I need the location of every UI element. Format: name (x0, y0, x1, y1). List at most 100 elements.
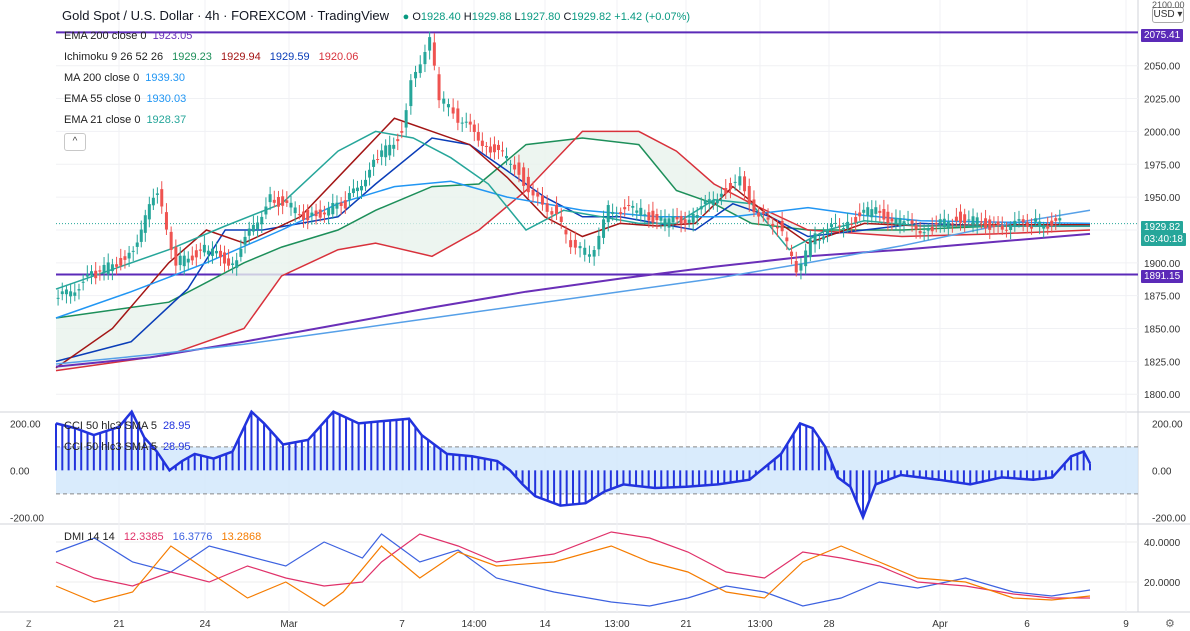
candle-body (1050, 220, 1054, 226)
candle-body (388, 144, 392, 156)
candle-body (331, 202, 335, 215)
candle-body (834, 222, 838, 224)
candle-body (719, 193, 723, 197)
candle-body (1046, 225, 1050, 229)
candle-body (583, 247, 587, 255)
candle-body (60, 291, 64, 295)
candle-body (256, 222, 260, 230)
candle-body (992, 224, 996, 228)
candle-body (272, 199, 276, 203)
series-line (55, 180, 1091, 319)
candle-body (830, 224, 833, 228)
candle-body (894, 218, 898, 225)
candle-body (488, 146, 492, 153)
candle-body (573, 239, 577, 248)
candle-body (293, 207, 297, 214)
candle-body (817, 239, 821, 241)
legend-ema200[interactable]: EMA 200 close 0 1923.05 (64, 30, 193, 42)
candle-body (683, 219, 687, 224)
candle-body (850, 223, 854, 225)
candle-body (874, 207, 878, 214)
last-price-tag: 1929.82 (1141, 221, 1184, 234)
candle-body (667, 218, 671, 228)
candle-body (169, 231, 173, 251)
candle-body (771, 223, 775, 226)
currency-selector[interactable]: USD ▾ (1152, 7, 1184, 23)
price-pane[interactable] (55, 31, 1138, 372)
cci-pane[interactable] (55, 409, 1138, 521)
candle-body (210, 248, 214, 256)
candle-body (854, 217, 858, 223)
symbol-title[interactable]: Gold Spot / U.S. Dollar · 4h · FOREXCOM … (62, 8, 390, 23)
x-tick-label: Apr (932, 619, 948, 630)
y-tick-label: 1850.00 (1144, 325, 1181, 336)
candle-body (198, 249, 202, 251)
candle-body (235, 260, 239, 268)
candle-body (285, 200, 289, 203)
candle-body (364, 179, 368, 187)
dmi-line (55, 545, 1091, 607)
candle-body (115, 264, 119, 267)
legend-ema55[interactable]: EMA 55 close 0 1930.03 (64, 93, 187, 105)
candle-body (647, 212, 651, 221)
candle-body (484, 145, 488, 147)
candle-body (627, 205, 631, 207)
candle-body (988, 219, 992, 230)
legend-ma200[interactable]: MA 200 close 0 1939.30 (64, 72, 185, 84)
candle-body (536, 192, 540, 197)
candle-body (472, 124, 476, 132)
candle-body (376, 159, 380, 161)
y-tick-label: 1800.00 (1144, 390, 1181, 401)
series-line (55, 130, 1090, 290)
legend-cci-1[interactable]: CCI 50 hlc3 SMA 5 28.95 (64, 420, 191, 432)
x-tick-label: Mar (280, 619, 298, 630)
candle-body (77, 289, 81, 291)
candle-body (372, 159, 376, 167)
candle-body (643, 214, 647, 216)
timezone-icon[interactable]: Z (26, 619, 32, 629)
top-tick-label: 2100.00 (1152, 0, 1185, 10)
candle-body (306, 209, 310, 221)
candle-body (1021, 219, 1025, 223)
legend-ichimoku[interactable]: Ichimoku 9 26 52 26 1929.23 1929.94 1929… (64, 51, 359, 63)
candle-body (842, 227, 846, 229)
legend-dmi[interactable]: DMI 14 14 12.3385 16.3776 13.2868 (64, 531, 262, 543)
dmi-line (55, 533, 1091, 607)
candle-body (707, 199, 711, 204)
candle-body (752, 199, 756, 213)
candle-body (914, 225, 918, 230)
candle-body (838, 225, 842, 227)
candle-body (409, 80, 413, 107)
candle-body (400, 131, 404, 133)
candle-body (747, 186, 751, 204)
settings-gear-icon[interactable]: ⚙ (1165, 618, 1175, 630)
candle-body (780, 220, 784, 232)
x-tick-label: 9 (1123, 619, 1129, 630)
collapse-legend-button[interactable]: ^ (64, 133, 86, 151)
candle-body (606, 205, 610, 223)
y-tick-label: 1825.00 (1144, 357, 1181, 368)
x-tick-label: 13:00 (604, 619, 629, 630)
legend-ema21[interactable]: EMA 21 close 0 1928.37 (64, 114, 187, 126)
dmi-pane[interactable] (55, 531, 1091, 607)
candle-body (143, 215, 147, 233)
candle-body (963, 214, 967, 224)
x-tick-label: 13:00 (747, 619, 772, 630)
candle-body (56, 297, 60, 299)
candle-body (886, 211, 890, 223)
candle-body (671, 216, 675, 223)
candle-body (526, 176, 530, 193)
candle-body (437, 74, 441, 101)
y-tick-label: 2050.00 (1144, 62, 1181, 73)
candle-body (384, 145, 388, 158)
candle-body (870, 209, 874, 218)
candle-body (456, 108, 460, 123)
candle-body (910, 220, 914, 224)
support-price-tag: 1891.15 (1141, 270, 1184, 283)
legend-cci-2[interactable]: CCI 50 hlc3 SMA 5 28.95 (64, 441, 191, 453)
candle-body (202, 244, 206, 253)
candle-body (602, 219, 606, 238)
x-tick-label: 14:00 (461, 619, 486, 630)
candle-body (906, 220, 910, 222)
